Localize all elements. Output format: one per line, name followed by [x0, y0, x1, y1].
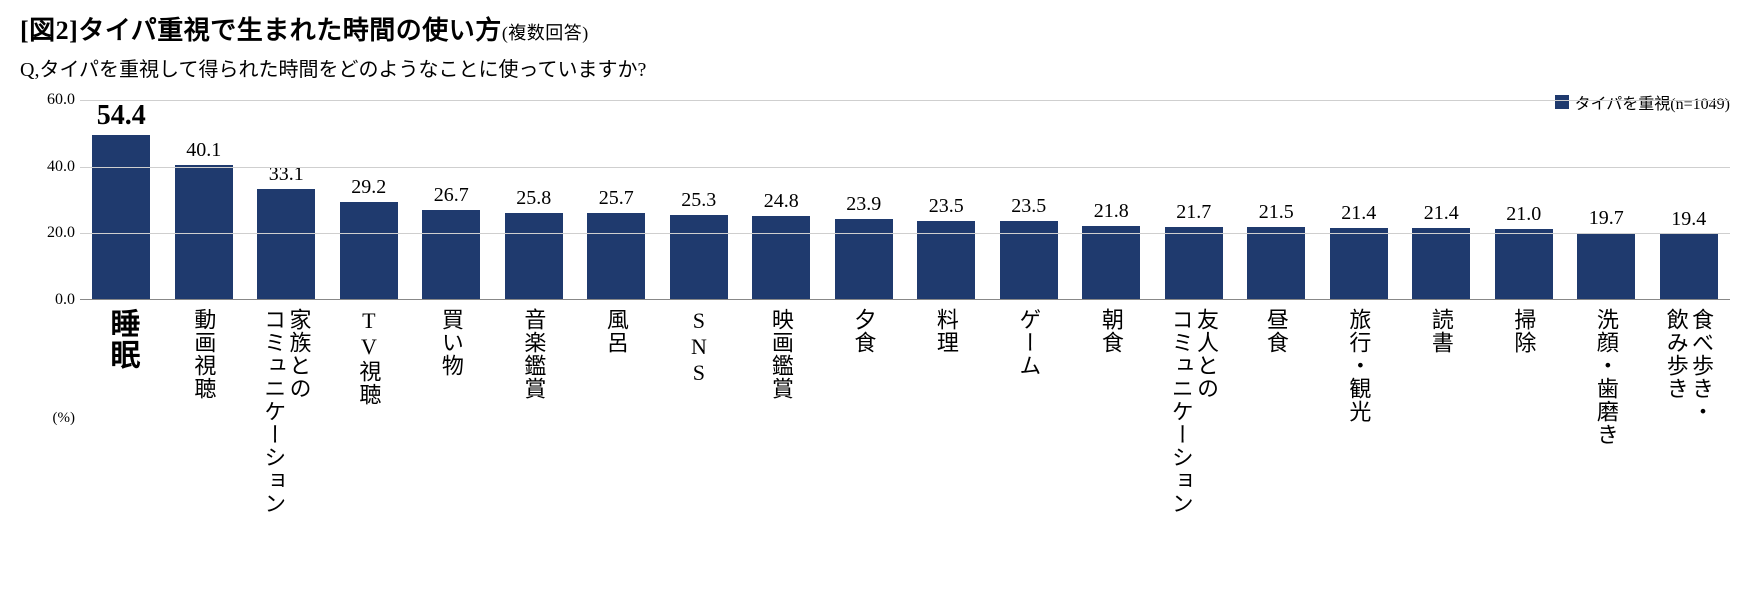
ytick-label: 0.0: [20, 291, 75, 309]
title-main: タイパ重視で生まれた時間の使い方: [78, 16, 501, 45]
bar-value-label: 25.3: [681, 189, 716, 212]
category-label: 食べ歩き・飲み歩き: [1648, 308, 1731, 515]
x-labels: 睡眠動画視聴家族とのコミュニケーションTV視聴買い物音楽鑑賞風呂SNS映画鑑賞夕…: [80, 308, 1730, 515]
bar-slot: 21.7: [1153, 100, 1236, 299]
category-label: 家族とのコミュニケーション: [245, 308, 328, 515]
gridline: [80, 167, 1730, 168]
bar: [175, 165, 233, 299]
bar: [752, 216, 810, 299]
chart-container: [図2]タイパ重視で生まれた時間の使い方(複数回答) Q,タイパを重視して得られ…: [0, 0, 1760, 600]
category-label: 映画鑑賞: [740, 308, 823, 515]
bar: [587, 213, 645, 299]
bar: [505, 213, 563, 299]
bar-slot: 23.5: [905, 100, 988, 299]
bar: [670, 215, 728, 299]
bar: [835, 219, 893, 299]
bar-slot: 29.2: [328, 100, 411, 299]
bar-slot: 23.9: [823, 100, 906, 299]
bar-value-label: 23.5: [1011, 195, 1046, 218]
bar: [1165, 227, 1223, 299]
bar-value-label: 19.4: [1671, 208, 1706, 231]
category-label: 夕食: [823, 308, 906, 515]
bar-slot: 40.1: [163, 100, 246, 299]
bar-value-label: 21.7: [1176, 201, 1211, 224]
bar-value-label: 19.7: [1589, 207, 1624, 230]
bar: [1247, 227, 1305, 299]
category-label: 友人とのコミュニケーション: [1153, 308, 1236, 515]
bar-slot: 33.1: [245, 100, 328, 299]
bar-slot: 54.4: [80, 100, 163, 299]
chart-title: [図2]タイパ重視で生まれた時間の使い方(複数回答): [20, 10, 1740, 47]
title-prefix: [図2]: [20, 16, 78, 45]
bar-value-label: 21.8: [1094, 200, 1129, 223]
bar-value-label: 54.4: [97, 100, 146, 132]
category-label: 昼食: [1235, 308, 1318, 515]
bar: [1330, 228, 1388, 299]
bar: [1660, 234, 1718, 299]
category-label: TV視聴: [328, 308, 411, 515]
bar-value-label: 24.8: [764, 190, 799, 213]
bars-group: 54.4 40.1 33.1 29.2 26.7 25.8 25.7 25.3 24.8 23.9…: [80, 100, 1730, 299]
bar-value-label: 21.5: [1259, 201, 1294, 224]
bar-value-label: 23.9: [846, 193, 881, 216]
bar: [1412, 228, 1470, 299]
bar: [1082, 226, 1140, 299]
bar-slot: 21.8: [1070, 100, 1153, 299]
bar-slot: 19.4: [1648, 100, 1731, 299]
bar-slot: 24.8: [740, 100, 823, 299]
bar: [1577, 233, 1635, 299]
category-label: 料理: [905, 308, 988, 515]
category-label: 掃除: [1483, 308, 1566, 515]
category-label: 風呂: [575, 308, 658, 515]
bar-slot: 25.7: [575, 100, 658, 299]
ytick-label: 60.0: [20, 91, 75, 109]
bar-value-label: 23.5: [929, 195, 964, 218]
category-label: 買い物: [410, 308, 493, 515]
bar-slot: 21.4: [1318, 100, 1401, 299]
ytick-label: 20.0: [20, 224, 75, 242]
bar-value-label: 21.0: [1506, 203, 1541, 226]
category-label: 読書: [1400, 308, 1483, 515]
title-note: (複数回答): [502, 23, 589, 43]
category-label: 朝食: [1070, 308, 1153, 515]
category-label: 旅行・観光: [1318, 308, 1401, 515]
category-label: ゲーム: [988, 308, 1071, 515]
category-label: 音楽鑑賞: [493, 308, 576, 515]
bar-value-label: 26.7: [434, 184, 469, 207]
category-label: 動画視聴: [163, 308, 246, 515]
plot-area: 54.4 40.1 33.1 29.2 26.7 25.8 25.7 25.3 24.8 23.9…: [80, 100, 1730, 300]
gridline: [80, 100, 1730, 101]
bar-slot: 21.4: [1400, 100, 1483, 299]
gridline: [80, 233, 1730, 234]
unit-label: (%): [20, 410, 75, 427]
bar-value-label: 40.1: [186, 139, 221, 162]
category-label: SNS: [658, 308, 741, 515]
bar-slot: 19.7: [1565, 100, 1648, 299]
question-text: Q,タイパを重視して得られた時間をどのようなことに使っていますか?: [20, 53, 1740, 82]
bar: [257, 189, 315, 299]
chart-area: 54.4 40.1 33.1 29.2 26.7 25.8 25.7 25.3 24.8 23.9…: [20, 100, 1740, 580]
bar-value-label: 21.4: [1341, 202, 1376, 225]
bar: [340, 202, 398, 299]
bar-value-label: 21.4: [1424, 202, 1459, 225]
bar-slot: 21.5: [1235, 100, 1318, 299]
bar-slot: 26.7: [410, 100, 493, 299]
bar-value-label: 25.7: [599, 187, 634, 210]
category-label: 睡眠: [80, 308, 163, 515]
bar-slot: 23.5: [988, 100, 1071, 299]
bar-value-label: 25.8: [516, 187, 551, 210]
bar: [422, 210, 480, 299]
bar-slot: 25.3: [658, 100, 741, 299]
bar-slot: 25.8: [493, 100, 576, 299]
bar-slot: 21.0: [1483, 100, 1566, 299]
bar: [92, 135, 150, 299]
ytick-label: 40.0: [20, 158, 75, 176]
bar: [1495, 229, 1553, 299]
category-label: 洗顔・歯磨き: [1565, 308, 1648, 515]
bar-value-label: 29.2: [351, 176, 386, 199]
